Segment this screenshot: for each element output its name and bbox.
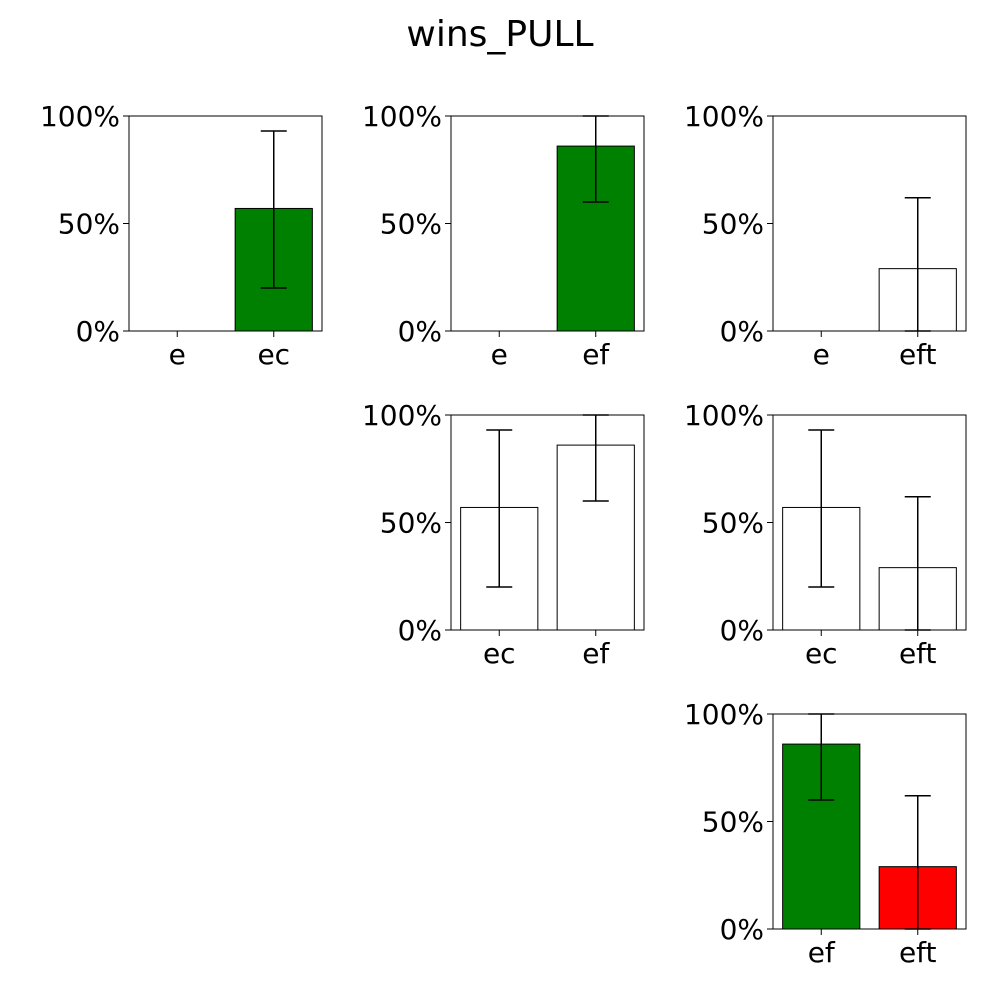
y-tick-label: 0% [398, 315, 442, 348]
x-tick-label: ec [257, 338, 290, 371]
y-tick-label: 0% [720, 315, 764, 348]
x-tick-label: e [491, 338, 508, 371]
x-tick-label: eft [899, 338, 937, 371]
y-tick-label: 50% [702, 806, 764, 839]
y-tick-label: 50% [702, 208, 764, 241]
y-tick-label: 0% [76, 315, 120, 348]
y-tick-label: 50% [380, 507, 442, 540]
x-tick-label: ec [483, 637, 516, 670]
y-tick-label: 0% [720, 614, 764, 647]
x-tick-label: ef [808, 936, 836, 969]
x-tick-label: ec [805, 637, 838, 670]
x-tick-label: eft [899, 936, 937, 969]
figure-title: wins_PULL [406, 14, 594, 55]
y-tick-label: 100% [684, 698, 764, 731]
y-tick-label: 0% [398, 614, 442, 647]
y-tick-label: 50% [58, 208, 120, 241]
y-tick-label: 50% [380, 208, 442, 241]
y-tick-label: 100% [362, 100, 442, 133]
y-tick-label: 0% [720, 913, 764, 946]
x-tick-label: e [813, 338, 830, 371]
y-tick-label: 50% [702, 507, 764, 540]
x-tick-label: ef [582, 338, 610, 371]
y-tick-label: 100% [362, 399, 442, 432]
x-tick-label: ef [582, 637, 610, 670]
y-tick-label: 100% [40, 100, 120, 133]
x-tick-label: eft [899, 637, 937, 670]
y-tick-label: 100% [684, 399, 764, 432]
y-tick-label: 100% [684, 100, 764, 133]
x-tick-label: e [169, 338, 186, 371]
